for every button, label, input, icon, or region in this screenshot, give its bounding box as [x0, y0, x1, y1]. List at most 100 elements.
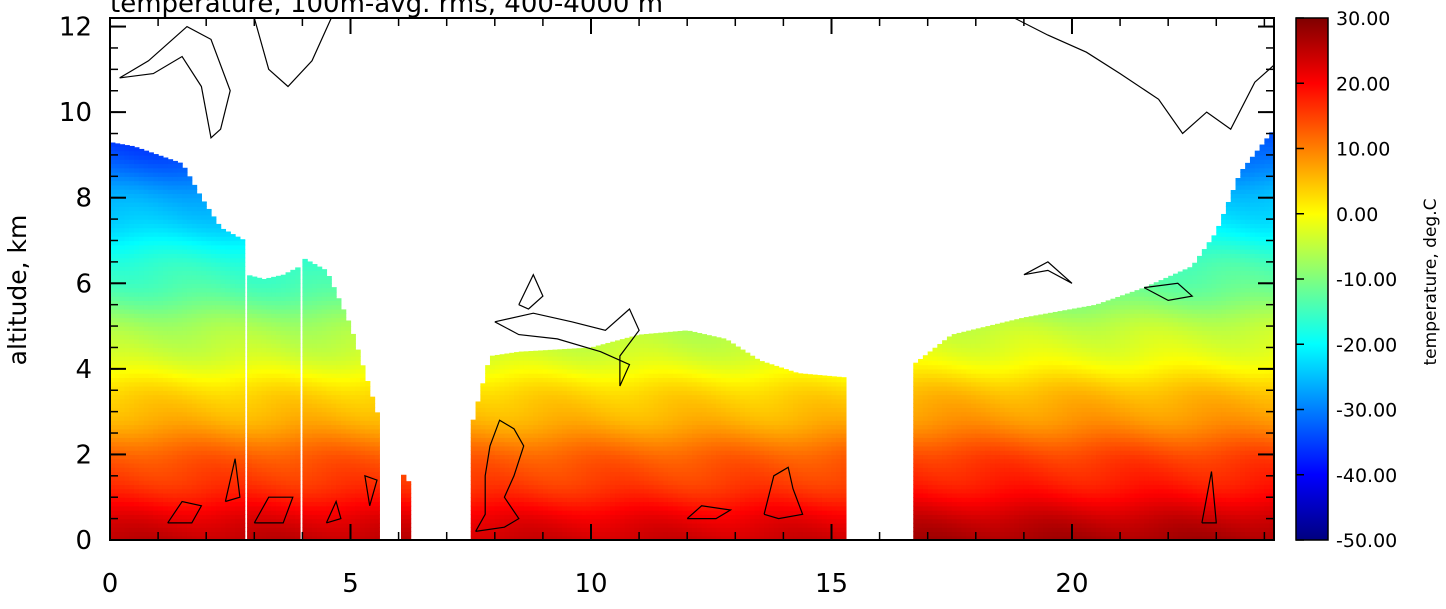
- heatmap-cell: [557, 459, 562, 464]
- heatmap-cell: [192, 245, 197, 250]
- heatmap-cell: [524, 463, 529, 468]
- heatmap-cell: [139, 412, 144, 417]
- heatmap-cell: [262, 279, 267, 284]
- heatmap-cell: [247, 412, 252, 417]
- heatmap-cell: [120, 501, 125, 506]
- heatmap-cell: [519, 369, 524, 374]
- heatmap-cell: [341, 343, 346, 348]
- heatmap-cell: [235, 283, 240, 288]
- heatmap-cell: [271, 399, 276, 404]
- heatmap-cell: [326, 276, 331, 280]
- heatmap-cell: [257, 463, 262, 468]
- heatmap-cell: [538, 356, 543, 361]
- heatmap-cell: [211, 386, 216, 391]
- heatmap-cell: [322, 407, 327, 412]
- heatmap-cell: [504, 386, 509, 391]
- heatmap-cell: [553, 416, 558, 421]
- heatmap-cell: [271, 386, 276, 391]
- heatmap-cell: [153, 484, 158, 489]
- heatmap-cell: [351, 442, 356, 447]
- heatmap-cell: [187, 223, 192, 228]
- heatmap-cell: [538, 446, 543, 451]
- heatmap-cell: [158, 176, 163, 181]
- heatmap-cell: [134, 223, 139, 228]
- heatmap-cell: [177, 339, 182, 344]
- heatmap-cell: [252, 459, 257, 464]
- heatmap-cell: [567, 416, 572, 421]
- heatmap-cell: [365, 510, 370, 515]
- heatmap-cell: [124, 159, 129, 164]
- heatmap-cell: [206, 493, 211, 498]
- heatmap-cell: [538, 352, 543, 357]
- heatmap-cell: [124, 501, 129, 506]
- heatmap-cell: [158, 472, 163, 477]
- heatmap-cell: [225, 339, 230, 344]
- heatmap-cell: [519, 523, 524, 528]
- heatmap-cell: [144, 215, 149, 220]
- heatmap-cell: [240, 249, 245, 254]
- heatmap-cell: [276, 296, 281, 301]
- heatmap-cell: [240, 437, 245, 442]
- heatmap-cell: [230, 510, 235, 515]
- heatmap-cell: [216, 365, 221, 370]
- heatmap-cell: [206, 476, 211, 481]
- heatmap-cell: [370, 519, 375, 524]
- heatmap-cell: [543, 506, 548, 511]
- heatmap-cell: [187, 245, 192, 250]
- heatmap-cell: [586, 519, 591, 524]
- heatmap-cell: [216, 399, 221, 404]
- heatmap-cell: [182, 489, 187, 494]
- heatmap-cell: [326, 347, 331, 352]
- heatmap-cell: [524, 424, 529, 429]
- heatmap-cell: [206, 326, 211, 331]
- heatmap-cell: [317, 437, 322, 442]
- heatmap-cell: [519, 480, 524, 485]
- heatmap-cell: [490, 420, 495, 425]
- heatmap-cell: [533, 493, 538, 498]
- heatmap-cell: [201, 395, 206, 400]
- heatmap-cell: [163, 262, 168, 267]
- heatmap-cell: [187, 193, 192, 198]
- heatmap-cell: [201, 258, 206, 263]
- heatmap-cell: [201, 442, 206, 447]
- heatmap-cell: [163, 514, 168, 519]
- heatmap-cell: [567, 510, 572, 515]
- heatmap-cell: [326, 493, 331, 498]
- heatmap-cell: [247, 459, 252, 464]
- heatmap-cell: [490, 493, 495, 498]
- heatmap-cell: [355, 472, 360, 477]
- heatmap-cell: [120, 300, 125, 305]
- heatmap-cell: [247, 356, 252, 361]
- heatmap-cell: [317, 377, 322, 382]
- heatmap-cell: [134, 407, 139, 412]
- heatmap-cell: [331, 523, 336, 528]
- heatmap-cell: [567, 480, 572, 485]
- heatmap-cell: [148, 531, 153, 536]
- heatmap-cell: [216, 506, 221, 511]
- heatmap-cell: [336, 300, 341, 305]
- heatmap-cell: [538, 463, 543, 468]
- heatmap-cell: [124, 236, 129, 241]
- heatmap-cell: [504, 459, 509, 464]
- heatmap-cell: [124, 407, 129, 412]
- heatmap-cell: [115, 446, 120, 451]
- heatmap-cell: [225, 523, 230, 528]
- heatmap-cell: [129, 347, 134, 352]
- heatmap-cell: [351, 334, 356, 335]
- heatmap-cell: [144, 360, 149, 365]
- heatmap-cell: [197, 326, 202, 331]
- heatmap-cell: [490, 360, 495, 365]
- heatmap-cell: [312, 300, 317, 305]
- heatmap-cell: [577, 519, 582, 524]
- heatmap-cell: [168, 442, 173, 447]
- heatmap-cell: [206, 300, 211, 305]
- heatmap-cell: [524, 416, 529, 421]
- heatmap-cell: [225, 300, 230, 305]
- heatmap-cell: [504, 446, 509, 451]
- heatmap-cell: [346, 463, 351, 468]
- heatmap-cell: [120, 446, 125, 451]
- heatmap-cell: [177, 450, 182, 455]
- heatmap-cell: [148, 163, 153, 168]
- heatmap-cell: [360, 365, 365, 369]
- heatmap-cell: [206, 519, 211, 524]
